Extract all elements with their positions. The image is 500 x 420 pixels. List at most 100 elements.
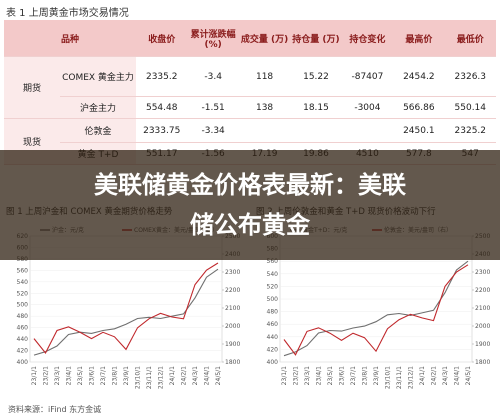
x-tick-label: 23/8/1 xyxy=(112,366,119,385)
y-tick-label: 480 xyxy=(267,309,279,316)
y-tick-label: 440 xyxy=(267,334,279,341)
x-tick-label: 23/8/1 xyxy=(362,366,369,385)
header-cell: 持仓量 (万) xyxy=(290,20,342,57)
header-cell: 最低价 xyxy=(444,20,496,57)
value-cell: 2325.2 xyxy=(444,118,496,143)
x-tick-label: 24/5/1 xyxy=(215,366,222,385)
y-tick-label: 560 xyxy=(267,258,279,265)
y2-tick-label: 2200 xyxy=(475,287,490,294)
x-tick-label: 23/1/1 xyxy=(281,366,288,385)
value-cell: 15.22 xyxy=(290,56,342,97)
y2-tick-label: 2300 xyxy=(475,269,490,276)
y-tick-label: 540 xyxy=(267,271,279,278)
x-tick-label: 24/2/1 xyxy=(181,366,188,385)
x-tick-label: 24/4/1 xyxy=(204,366,211,385)
y-tick-label: 480 xyxy=(17,313,29,320)
series-line xyxy=(33,268,219,356)
header-cell: 累计涨跌幅 (%) xyxy=(187,20,239,57)
y2-tick-label: 2100 xyxy=(225,305,240,312)
product-cell: 伦敦金 xyxy=(60,118,137,143)
banner: 美联储黄金价格表最新：美联储公布黄金 xyxy=(0,150,500,260)
x-tick-label: 23/2/1 xyxy=(43,366,50,385)
y2-tick-label: 1800 xyxy=(475,359,490,366)
header-cell: 收盘价 xyxy=(136,20,188,57)
x-tick-label: 23/4/1 xyxy=(66,366,73,385)
x-tick-label: 23/4/1 xyxy=(316,366,323,385)
x-tick-label: 23/10/1 xyxy=(385,366,392,389)
y2-tick-label: 2100 xyxy=(475,305,490,312)
value-cell: 2454.2 xyxy=(393,56,445,97)
y2-tick-label: 2300 xyxy=(225,269,240,276)
x-tick-label: 23/12/1 xyxy=(408,366,415,389)
value-cell: 138 xyxy=(238,96,291,119)
value-cell xyxy=(341,118,394,143)
banner-title: 美联储黄金价格表最新：美联储公布黄金 xyxy=(94,171,406,239)
y2-tick-label: 2000 xyxy=(225,323,240,330)
value-cell: 566.86 xyxy=(393,96,445,119)
header-cell: 品种 xyxy=(4,20,137,57)
y-tick-label: 500 xyxy=(267,296,279,303)
x-tick-label: 24/3/1 xyxy=(192,366,199,385)
value-cell: 118 xyxy=(238,56,291,97)
y-tick-label: 400 xyxy=(17,359,29,366)
x-tick-label: 24/5/1 xyxy=(465,366,472,385)
y-tick-label: 500 xyxy=(17,302,29,309)
x-tick-label: 24/2/1 xyxy=(431,366,438,385)
x-tick-label: 24/3/1 xyxy=(442,366,449,385)
series-line xyxy=(283,264,469,356)
y-tick-label: 560 xyxy=(17,267,29,274)
value-cell: 2333.75 xyxy=(136,118,188,143)
x-tick-label: 23/9/1 xyxy=(123,366,130,385)
x-tick-label: 23/10/1 xyxy=(135,366,142,389)
x-tick-label: 23/7/1 xyxy=(100,366,107,385)
x-tick-label: 23/6/1 xyxy=(89,366,96,385)
header-row: 品种 收盘价 累计涨跌幅 (%) 成交量 (万) 持仓量 (万) 持仓变化 最高价 最低价 xyxy=(4,20,496,57)
y-tick-label: 420 xyxy=(267,346,279,353)
x-tick-label: 23/9/1 xyxy=(373,366,380,385)
value-cell: -87407 xyxy=(341,56,394,97)
series-line xyxy=(283,260,469,357)
y2-tick-label: 1900 xyxy=(225,341,240,348)
y2-tick-label: 2200 xyxy=(225,287,240,294)
x-tick-label: 23/2/1 xyxy=(293,366,300,385)
y-tick-label: 520 xyxy=(17,290,29,297)
x-tick-label: 23/5/1 xyxy=(77,366,84,385)
product-cell: 沪金主力 xyxy=(60,96,137,119)
y-tick-label: 420 xyxy=(17,348,29,355)
value-cell: 2450.1 xyxy=(393,118,445,143)
x-tick-label: 24/1/1 xyxy=(419,366,426,385)
x-tick-label: 23/3/1 xyxy=(304,366,311,385)
value-cell: -3.4 xyxy=(187,56,239,97)
footer: 资料来源：iFind 东方金诚 xyxy=(8,405,102,414)
product-cell: COMEX 黄金主力 xyxy=(60,56,137,97)
x-tick-label: 23/7/1 xyxy=(350,366,357,385)
value-cell: -1.51 xyxy=(187,96,239,119)
header-cell: 持仓变化 xyxy=(341,20,394,57)
group-cell: 期货 xyxy=(4,56,60,119)
series-line xyxy=(33,262,219,355)
value-cell: -3004 xyxy=(341,96,394,119)
y2-tick-label: 1900 xyxy=(475,341,490,348)
x-tick-label: 24/1/1 xyxy=(169,366,176,385)
y2-tick-label: 1800 xyxy=(225,359,240,366)
value-cell: 2326.3 xyxy=(444,56,496,97)
y-tick-label: 400 xyxy=(267,359,279,366)
table-title: 表 1 上周黄金市场交易情况 xyxy=(6,8,129,19)
y-tick-label: 540 xyxy=(17,279,29,286)
y-tick-label: 460 xyxy=(17,325,29,332)
header-cell: 成交量 (万) xyxy=(238,20,291,57)
x-tick-label: 24/4/1 xyxy=(454,366,461,385)
x-tick-label: 23/3/1 xyxy=(54,366,61,385)
x-tick-label: 23/11/1 xyxy=(396,366,403,389)
table-row: 沪金主力 554.48 -1.51 138 18.15 -3004 566.86 550.14 xyxy=(4,96,496,119)
value-cell xyxy=(238,118,291,143)
value-cell: 554.48 xyxy=(136,96,188,119)
x-tick-label: 23/1/1 xyxy=(31,366,38,385)
value-cell: 2335.2 xyxy=(136,56,188,97)
value-cell: 550.14 xyxy=(444,96,496,119)
value-cell: 18.15 xyxy=(290,96,342,119)
value-cell: -3.34 xyxy=(187,118,239,143)
y-tick-label: 520 xyxy=(267,283,279,290)
x-tick-label: 23/12/1 xyxy=(158,366,165,389)
